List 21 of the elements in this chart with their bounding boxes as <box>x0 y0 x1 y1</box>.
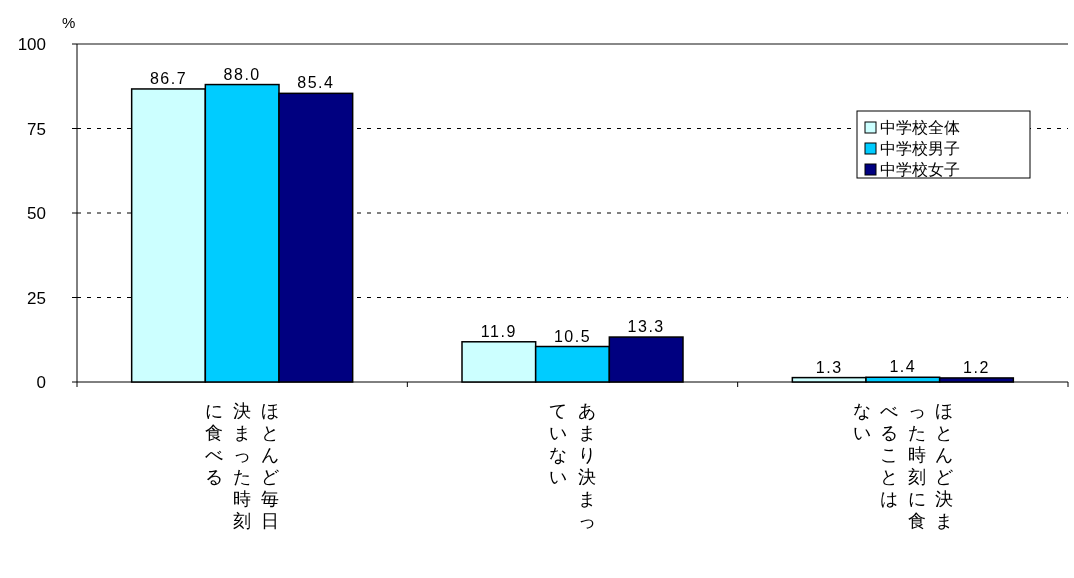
x-tick-label: ほとんど毎日決まった時刻に食べる <box>204 400 281 532</box>
text: 85.4 <box>297 74 335 92</box>
legend-label: 中学校女子 <box>880 161 960 178</box>
text: 86.7 <box>149 69 188 87</box>
x-tick-label: あまり決まっていない <box>548 400 597 532</box>
text: 1.4 <box>889 358 917 376</box>
text: 88.0 <box>223 65 261 83</box>
legend-label: 中学校男子 <box>880 140 960 157</box>
y-tick-label: 75 <box>27 119 46 139</box>
text: 10.5 <box>553 327 592 345</box>
x-tick-label: ほとんど決まった時刻に食べることはない <box>851 400 955 532</box>
legend-label: 中学校全体 <box>880 119 960 136</box>
text: 11.9 <box>480 322 517 340</box>
y-tick-label: 25 <box>27 288 46 308</box>
y-tick-label: 100 <box>17 35 46 54</box>
text: 13.3 <box>627 318 665 336</box>
y-tick-label: 0 <box>36 373 46 392</box>
text: 1.2 <box>963 358 990 376</box>
y-axis-title: % <box>62 14 76 31</box>
text: 1.3 <box>815 358 843 376</box>
y-tick-label: 50 <box>27 204 46 223</box>
